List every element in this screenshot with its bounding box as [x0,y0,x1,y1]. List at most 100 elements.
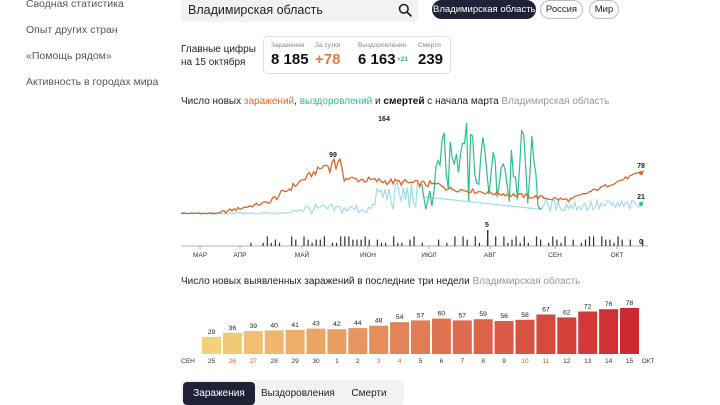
month-label: ОКТ [611,252,624,259]
infections-last-label: 78 [637,163,645,170]
chart-weekly-title-region: Владимирская область [472,276,581,287]
death-bar [462,236,464,246]
death-bar [336,242,338,246]
death-bar [519,242,521,246]
death-bar [352,239,354,246]
death-bar [572,239,574,246]
tab-cases[interactable]: Заражения [183,382,255,405]
death-bar [340,236,342,246]
month-label: МАЙ [295,250,310,259]
tab-recovered[interactable]: Выздоровления [261,388,335,399]
world-button[interactable]: Мир [589,0,619,19]
death-bar [446,242,448,246]
death-bar [511,239,513,246]
bar-value-label: 48 [375,318,383,325]
region-search[interactable]: Владимирская область [181,0,418,22]
death-bar [629,239,631,246]
bar [557,317,577,354]
death-bar [295,239,297,246]
russia-button[interactable]: Россия [540,0,583,19]
month-label: ИЮЛ [421,252,436,259]
bar-value-label: 39 [250,323,258,330]
recoveries-light-line [180,179,645,215]
bar [243,331,263,354]
chart-daily-title: Число новых заражений, выздоровлений и с… [181,96,609,107]
death-bar [527,242,529,246]
bar [515,319,535,354]
month-label: ИЮН [360,252,376,259]
death-bar [466,239,468,246]
death-bar [486,239,489,246]
bar-value-label: 36 [229,325,237,332]
death-bar [385,242,387,246]
sidebar-item-other-countries[interactable]: Опыт других стран [26,24,118,36]
death-bar [250,242,252,246]
death-bar [454,236,456,246]
deaths-last-label: 0 [639,239,643,246]
death-bar [540,239,542,246]
death-bar [401,242,403,246]
tab-deaths[interactable]: Смерти [351,388,387,399]
bar [473,319,493,354]
bar-value-label: 54 [396,314,404,321]
death-bar [593,236,595,246]
bar [452,320,472,354]
sidebar-item-summary[interactable]: Сводная статистика [26,0,124,10]
region-button[interactable]: Владимирская область [432,0,536,19]
death-bar [291,236,293,246]
bar-category-label: 28 [271,358,279,365]
bar [620,308,639,354]
bar [494,321,514,354]
chart-daily-title-region: Владимирская область [501,96,610,107]
death-bar [315,239,317,246]
bar [202,336,221,354]
death-bar [393,236,395,246]
bar-category-label: 14 [605,358,613,365]
stat-deaths-value: 239 [418,51,444,68]
death-bar [421,242,423,246]
search-icon[interactable] [398,3,412,17]
death-bar [376,239,378,246]
bar-value-label: 56 [500,313,508,320]
death-bar [588,236,591,246]
death-bar [523,236,525,246]
bar-category-label: 10 [521,358,529,365]
death-bar [605,239,607,246]
month-label: МАР [193,252,207,259]
bar-value-label: 43 [312,321,320,328]
death-bar [556,239,558,246]
chart-daily-title-prefix: Число новых [181,96,244,107]
death-bar [397,242,399,246]
bar-category-label: 12 [563,358,571,365]
chart-weekly-title-text: Число новых выявленных заражений в после… [181,276,470,287]
stat-infected: Заражения 8 185 [271,42,309,68]
bar-axis-start-label: СЕН [181,358,195,365]
stat-daily-value: +78 [315,51,341,68]
stat-recovered-value: 6 163 [358,51,396,68]
search-input[interactable]: Владимирская область [188,3,323,17]
chart-daily-title-recoveries: выздоровлений [299,96,373,107]
sidebar-item-world-activity[interactable]: Активность в городах мира [26,76,159,88]
month-axis: МАР АПР МАЙ ИЮН ИЮЛ АВГ СЕН ОКТ [193,246,623,259]
sidebar-item-help-nearby[interactable]: «Помощь рядом» [26,50,112,62]
death-bar [560,242,562,246]
stat-deaths-label: Смерти [418,42,441,49]
bar-value-label: 76 [605,301,613,308]
death-bar [413,236,415,246]
stat-deaths: Смерти 239 [418,42,443,68]
death-bar [601,236,603,246]
bar-value-label: 60 [438,311,446,318]
bar-value-label: 57 [459,312,467,319]
bar-value-label: 67 [542,307,550,314]
bar-category-label: 13 [584,358,592,365]
bar-value-label: 42 [333,321,341,328]
death-bar [503,236,505,246]
chart-daily-title-sep1: , [294,96,300,107]
death-bar [515,236,517,246]
deaths-bars [250,230,644,246]
recoveries-peak-label: 164 [378,116,390,123]
month-label: АПР [233,252,246,259]
stat-recovered-label: Выздоровления [358,42,406,49]
death-bar [474,236,476,246]
death-bar [564,236,566,246]
